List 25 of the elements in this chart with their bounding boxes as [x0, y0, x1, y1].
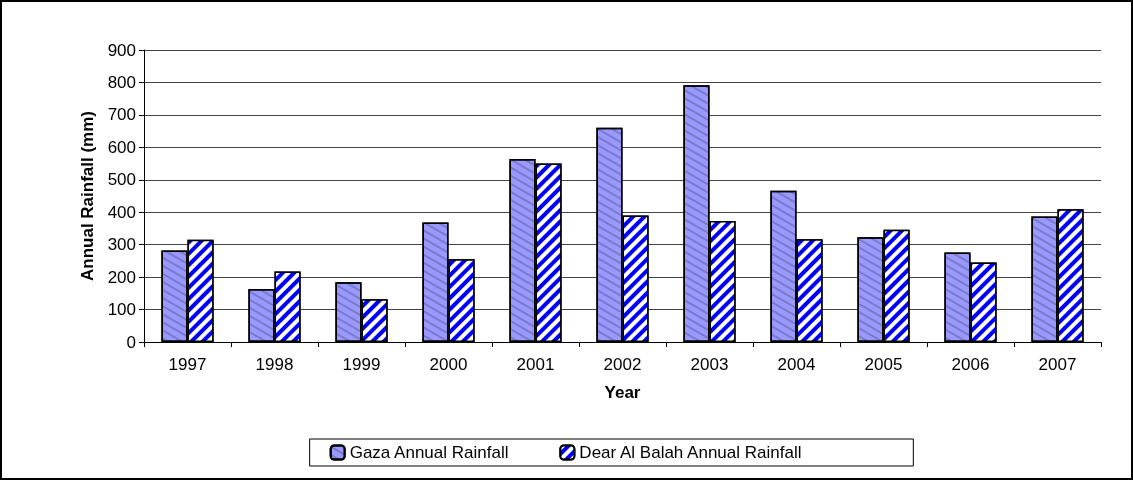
y-tick-label: 500 — [107, 170, 136, 190]
x-axis-title: Year — [604, 383, 641, 402]
x-tick-label: 2004 — [777, 355, 816, 374]
y-tick-label: 900 — [107, 40, 136, 60]
x-tick-label: 2005 — [864, 355, 903, 374]
x-tick-label: 2003 — [690, 355, 729, 374]
x-tick-label: 2006 — [951, 355, 990, 374]
y-tick-label: 400 — [107, 202, 136, 222]
x-tick-label: 1999 — [342, 355, 381, 374]
y-tick-label: 300 — [107, 235, 136, 255]
x-tick-label: 2001 — [516, 355, 555, 374]
x-tick-label: 2002 — [603, 355, 642, 374]
x-tick-label: 1997 — [168, 355, 207, 374]
y-tick-label: 800 — [107, 72, 136, 92]
y-axis-title: Annual Rainfall (mm) — [78, 110, 97, 282]
legend-label: Gaza Annual Rainfall — [349, 443, 509, 462]
y-tick-label: 700 — [107, 105, 136, 125]
x-tick-label: 1998 — [255, 355, 294, 374]
x-tick-label: 2007 — [1038, 355, 1077, 374]
legend-label: Dear Al Balah Annual Rainfall — [579, 443, 802, 462]
y-tick-label: 600 — [107, 137, 136, 157]
x-tick-label: 2000 — [429, 355, 468, 374]
y-tick-label: 100 — [107, 300, 136, 320]
y-tick-label: 200 — [107, 267, 136, 287]
y-tick-label: 0 — [126, 332, 136, 352]
